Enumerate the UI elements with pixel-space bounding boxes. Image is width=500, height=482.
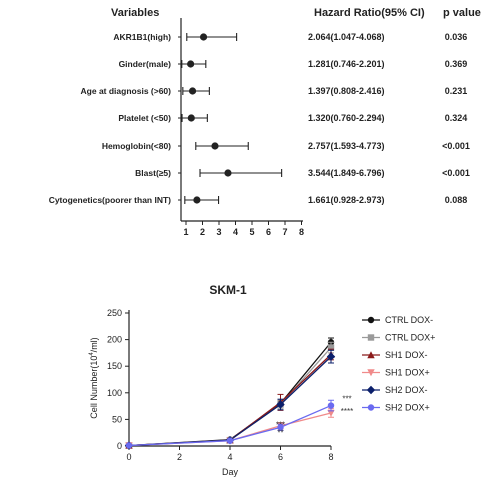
line-x-tick-label: 8 [328, 452, 333, 462]
forest-point [193, 196, 201, 204]
line-x-axis-label: Day [222, 467, 239, 477]
line-y-tick-label: 250 [107, 308, 122, 318]
forest-p-text: 0.088 [445, 195, 468, 205]
forest-p-text: 0.036 [445, 32, 468, 42]
legend: CTRL DOX- CTRL DOX+ SH1 DOX- SH1 DOX+ SH2 DO… [362, 315, 435, 413]
forest-row-label: Age at diagnosis (>60) [81, 86, 172, 96]
line-y-tick-label: 150 [107, 361, 122, 371]
forest-row-label: Ginder(male) [119, 59, 172, 69]
y-label-sup: 4 [89, 352, 95, 356]
marker-square [327, 344, 335, 351]
significance-mark: **** [341, 407, 353, 416]
forest-hr-text: 1.281(0.746-2.201) [308, 59, 385, 69]
legend-label: SH2 DOX+ [385, 403, 430, 413]
forest-point [211, 142, 219, 150]
legend-label: CTRL DOX- [385, 315, 433, 325]
series-line [128, 347, 332, 447]
forest-x-tick-label: 6 [266, 227, 271, 237]
marker-circle [125, 442, 133, 449]
line-y-tick-label: 100 [107, 388, 122, 398]
line-chart-title: SKM-1 [209, 283, 247, 297]
p-value-header: p value [443, 7, 481, 19]
forest-x-ticks: 1 2 3 4 5 6 7 8 [183, 221, 304, 237]
significance-mark: *** [342, 395, 351, 404]
marker-diamond [276, 400, 285, 409]
marker-diamond [326, 352, 336, 361]
forest-hr-text: 1.661(0.928-2.973) [308, 195, 385, 205]
forest-hr-text: 1.320(0.760-2.294) [308, 113, 385, 123]
forest-hr-text: 3.544(1.849-6.796) [308, 168, 385, 178]
hazard-ratio-header: Hazard Ratio(95% CI) [314, 7, 425, 19]
forest-x-tick-label: 4 [233, 227, 238, 237]
forest-point [187, 60, 195, 68]
forest-p-text: <0.001 [442, 141, 470, 151]
y-label-main: Cell Number(10 [89, 356, 99, 419]
line-y-axis-label: Cell Number(104/ml) [89, 337, 99, 418]
forest-x-tick-label: 7 [282, 227, 287, 237]
forest-p-text: 0.324 [445, 113, 468, 123]
marker-triangle-down [367, 369, 375, 377]
line-y-tick-label: 0 [117, 441, 122, 451]
line-series [124, 337, 336, 450]
forest-point [188, 87, 197, 95]
forest-row-label: Cytogenetics(poorer than INT) [49, 195, 171, 205]
line-y-ticks: 0 50 100 150 200 250 [107, 308, 129, 451]
line-x-tick-label: 0 [126, 452, 131, 462]
forest-hr-text: 2.757(1.593-4.773) [308, 141, 385, 151]
forest-rows: AKR1B1(high) 2.064(1.047-4.068) 0.036 Ginde… [49, 32, 470, 205]
forest-p-text: 0.231 [445, 86, 468, 96]
marker-square [367, 334, 375, 341]
series-line [128, 356, 332, 447]
forest-point [199, 33, 208, 41]
line-x-tick-label: 4 [227, 452, 232, 462]
series-line [128, 404, 332, 447]
forest-x-tick-label: 2 [200, 227, 205, 237]
legend-label: CTRL DOX+ [385, 333, 435, 343]
forest-point [224, 169, 232, 177]
forest-p-text: 0.369 [445, 59, 468, 69]
forest-row-label: Blast(≥5) [135, 168, 171, 178]
forest-row-label: Hemoglobin(<80) [102, 141, 171, 151]
series-line [128, 354, 332, 447]
marker-circle [367, 404, 375, 411]
line-y-tick-label: 50 [112, 414, 122, 424]
marker-triangle-up [367, 351, 375, 359]
significance-mark: ** [277, 429, 283, 438]
legend-label: SH2 DOX- [385, 385, 428, 395]
forest-row-label: AKR1B1(high) [113, 32, 171, 42]
marker-circle [277, 424, 284, 431]
y-label-tail: /ml) [89, 337, 99, 352]
marker-circle [327, 402, 335, 409]
forest-hr-text: 2.064(1.047-4.068) [308, 32, 385, 42]
forest-p-text: <0.001 [442, 168, 470, 178]
forest-hr-text: 1.397(0.808-2.416) [308, 86, 385, 96]
variables-header: Variables [111, 7, 159, 19]
forest-row-label: Platelet (<50) [118, 113, 171, 123]
line-x-tick-label: 6 [278, 452, 283, 462]
forest-x-tick-label: 3 [216, 227, 221, 237]
line-x-tick-label: 2 [177, 452, 182, 462]
marker-circle [367, 316, 375, 324]
legend-label: SH1 DOX- [385, 350, 428, 360]
significance-mark: *** [276, 421, 285, 430]
forest-x-tick-label: 8 [299, 227, 304, 237]
legend-label: SH1 DOX+ [385, 368, 430, 378]
marker-diamond [366, 385, 376, 395]
forest-x-tick-label: 1 [183, 227, 188, 237]
marker-triangle-down [327, 409, 335, 417]
line-y-tick-label: 200 [107, 335, 122, 345]
marker-circle [226, 437, 234, 444]
forest-point [187, 114, 195, 122]
significance-annotations: ************ [276, 395, 353, 438]
line-x-ticks: 0 2 4 6 8 [126, 446, 334, 462]
series-line [128, 341, 332, 447]
forest-x-tick-label: 5 [249, 227, 254, 237]
